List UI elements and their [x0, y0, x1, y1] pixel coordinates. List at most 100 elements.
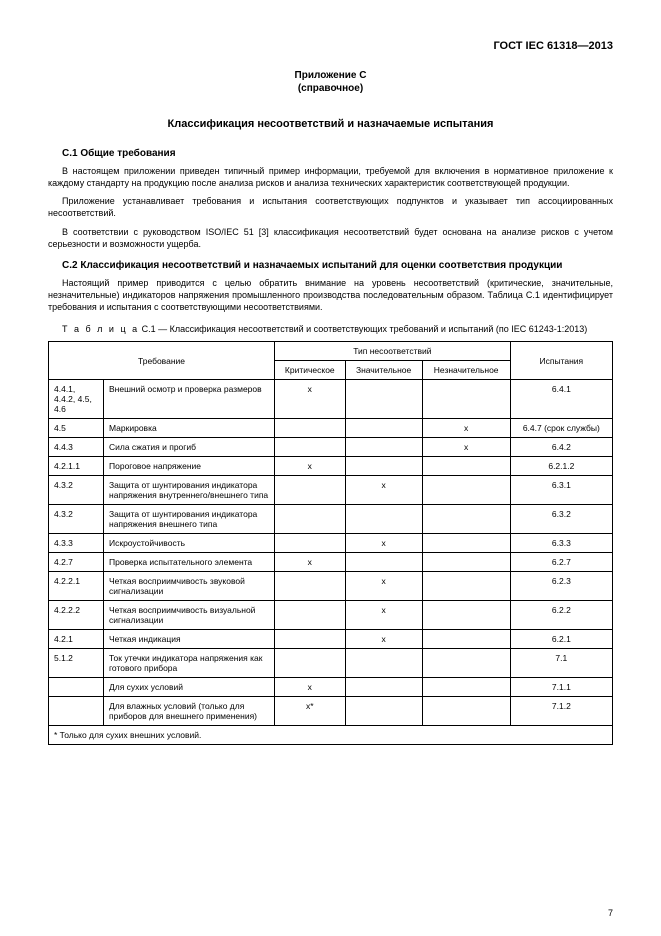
cell-req-num: 4.3.3: [49, 534, 104, 553]
cell-major: x: [345, 534, 422, 553]
cell-minor: [422, 476, 510, 505]
cell-req-num: 4.3.2: [49, 476, 104, 505]
cell-req-num: 4.2.1: [49, 630, 104, 649]
cell-test: 6.3.2: [510, 505, 612, 534]
table-row: 4.3.2Защита от шунтирования индикатора н…: [49, 505, 613, 534]
annex-title: Приложение С: [48, 70, 613, 81]
table-row: 4.4.3Сила сжатия и прогибx6.4.2: [49, 438, 613, 457]
paragraph: В настоящем приложении приведен типичный…: [48, 165, 613, 189]
cell-crit: x*: [275, 697, 346, 726]
cell-test: 6.3.3: [510, 534, 612, 553]
section-c1-heading: С.1 Общие требования: [62, 148, 613, 159]
cell-crit: x: [275, 380, 346, 419]
cell-crit: x: [275, 553, 346, 572]
table-row: 5.1.2Ток утечки индикатора напряжения ка…: [49, 649, 613, 678]
cell-crit: [275, 438, 346, 457]
cell-test: 6.4.7 (срок службы): [510, 419, 612, 438]
requirements-table: Требование Тип несоответствий Испытания …: [48, 341, 613, 745]
cell-test: 7.1.2: [510, 697, 612, 726]
cell-req-text: Искроустойчивость: [104, 534, 275, 553]
cell-major: [345, 380, 422, 419]
cell-major: x: [345, 601, 422, 630]
cell-crit: [275, 505, 346, 534]
cell-req-text: Четкая индикация: [104, 630, 275, 649]
cell-minor: [422, 678, 510, 697]
table-row: 4.2.2.1Четкая восприимчивость звуковой с…: [49, 572, 613, 601]
cell-minor: [422, 697, 510, 726]
th-major: Значительное: [345, 361, 422, 380]
cell-minor: [422, 630, 510, 649]
cell-crit: x: [275, 678, 346, 697]
cell-test: 7.1: [510, 649, 612, 678]
cell-major: [345, 419, 422, 438]
table-row: 4.5Маркировкаx6.4.7 (срок службы): [49, 419, 613, 438]
cell-req-num: [49, 678, 104, 697]
cell-major: [345, 438, 422, 457]
table-row: Для влажных условий (только для приборов…: [49, 697, 613, 726]
cell-req-text: Четкая восприимчивость звуковой сигнализ…: [104, 572, 275, 601]
cell-crit: [275, 601, 346, 630]
th-minor: Незначительное: [422, 361, 510, 380]
cell-req-text: Проверка испытательного элемента: [104, 553, 275, 572]
cell-test: 6.4.1: [510, 380, 612, 419]
cell-minor: [422, 457, 510, 476]
cell-crit: [275, 419, 346, 438]
cell-crit: [275, 572, 346, 601]
cell-major: x: [345, 572, 422, 601]
paragraph: Настоящий пример приводится с целью обра…: [48, 277, 613, 313]
cell-test: 6.4.2: [510, 438, 612, 457]
cell-crit: [275, 534, 346, 553]
cell-crit: [275, 476, 346, 505]
cell-minor: [422, 553, 510, 572]
cell-req-num: 4.3.2: [49, 505, 104, 534]
cell-major: [345, 697, 422, 726]
cell-test: 6.2.2: [510, 601, 612, 630]
cell-req-text: Защита от шунтирования индикатора напряж…: [104, 476, 275, 505]
cell-req-text: Ток утечки индикатора напряжения как гот…: [104, 649, 275, 678]
cell-minor: [422, 601, 510, 630]
paragraph: Приложение устанавливает требования и ис…: [48, 195, 613, 219]
cell-major: x: [345, 476, 422, 505]
cell-test: 6.2.3: [510, 572, 612, 601]
cell-req-num: 4.4.3: [49, 438, 104, 457]
table-row: 4.4.1, 4.4.2, 4.5, 4.6Внешний осмотр и п…: [49, 380, 613, 419]
document-id: ГОСТ IEC 61318—2013: [48, 40, 613, 52]
cell-test: 6.2.7: [510, 553, 612, 572]
cell-major: [345, 505, 422, 534]
cell-major: [345, 553, 422, 572]
cell-test: 6.2.1.2: [510, 457, 612, 476]
cell-test: 6.2.1: [510, 630, 612, 649]
cell-req-num: [49, 697, 104, 726]
cell-req-num: 4.2.2.1: [49, 572, 104, 601]
cell-minor: [422, 649, 510, 678]
cell-major: [345, 678, 422, 697]
cell-minor: [422, 380, 510, 419]
table-caption-label: Т а б л и ц а: [62, 324, 139, 334]
th-tests: Испытания: [510, 342, 612, 380]
cell-req-text: Защита от шунтирования индикатора напряж…: [104, 505, 275, 534]
table-row: Для сухих условийx7.1.1: [49, 678, 613, 697]
section-c2-heading: С.2 Классификация несоответствий и назна…: [62, 260, 613, 271]
cell-major: [345, 649, 422, 678]
table-caption-rest: С.1 — Классификация несоответствий и соо…: [139, 324, 587, 334]
cell-req-text: Для сухих условий: [104, 678, 275, 697]
cell-req-text: Пороговое напряжение: [104, 457, 275, 476]
cell-req-num: 4.2.1.1: [49, 457, 104, 476]
cell-minor: x: [422, 419, 510, 438]
cell-crit: x: [275, 457, 346, 476]
cell-minor: x: [422, 438, 510, 457]
paragraph: В соответствии с руководством ISO/IEC 51…: [48, 226, 613, 250]
table-row: 4.2.2.2Четкая восприимчивость визуальной…: [49, 601, 613, 630]
cell-req-num: 4.2.2.2: [49, 601, 104, 630]
cell-req-text: Четкая восприимчивость визуальной сигнал…: [104, 601, 275, 630]
cell-crit: [275, 649, 346, 678]
table-row: 4.2.7Проверка испытательного элементаx6.…: [49, 553, 613, 572]
page-container: ГОСТ IEC 61318—2013 Приложение С (справо…: [0, 0, 661, 936]
cell-minor: [422, 572, 510, 601]
cell-major: [345, 457, 422, 476]
cell-req-text: Внешний осмотр и проверка размеров: [104, 380, 275, 419]
cell-req-text: Маркировка: [104, 419, 275, 438]
cell-req-num: 4.4.1, 4.4.2, 4.5, 4.6: [49, 380, 104, 419]
table-row: 4.2.1.1Пороговое напряжениеx 6.2.1.2: [49, 457, 613, 476]
annex-subtitle: (справочное): [48, 83, 613, 94]
